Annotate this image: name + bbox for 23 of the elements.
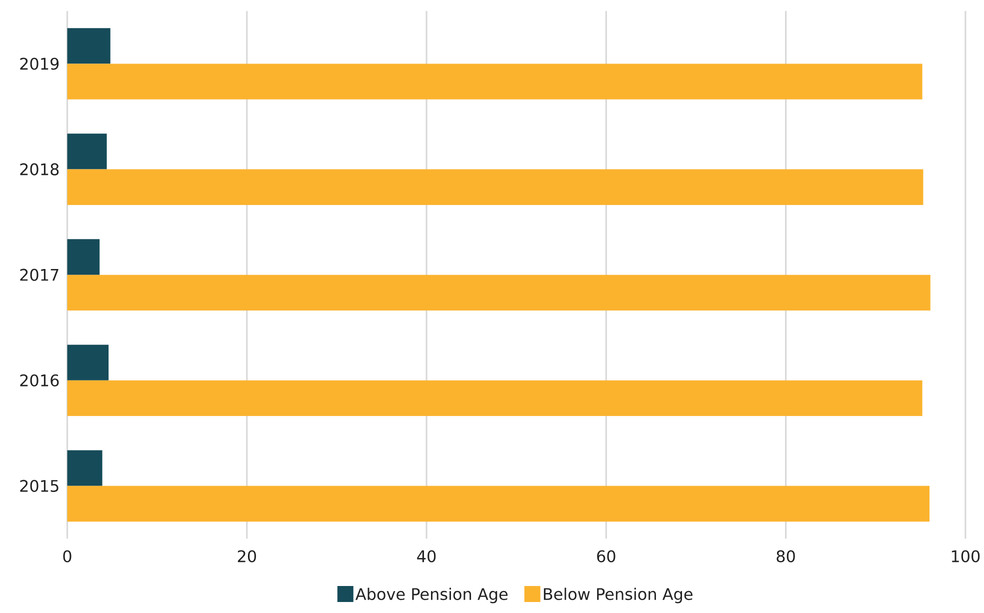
x-tick-label: 40 <box>417 550 436 562</box>
x-tick-label: 100 <box>952 550 980 562</box>
y-tick-label: 2016 <box>20 374 59 387</box>
bar <box>67 239 100 276</box>
y-tick-label: 2018 <box>20 163 59 176</box>
bar <box>67 275 930 311</box>
legend-label: Below Pension Age <box>544 588 692 604</box>
bar <box>67 28 110 64</box>
x-tick-label: 0 <box>63 550 72 562</box>
bar <box>67 169 924 206</box>
x-tick-label: 60 <box>597 550 616 562</box>
y-tick-label: 2019 <box>20 58 59 70</box>
y-tick-label: 2015 <box>20 480 58 492</box>
bar <box>67 380 922 416</box>
bar <box>67 486 930 522</box>
legend-label: Above Pension Age <box>356 588 508 604</box>
x-tick-label: 20 <box>238 550 256 562</box>
y-tick-label: 2017 <box>20 268 58 282</box>
bar <box>67 134 107 170</box>
x-tick-label: 80 <box>776 550 795 562</box>
bar <box>67 64 922 100</box>
bar <box>67 450 102 486</box>
bar <box>67 344 109 381</box>
